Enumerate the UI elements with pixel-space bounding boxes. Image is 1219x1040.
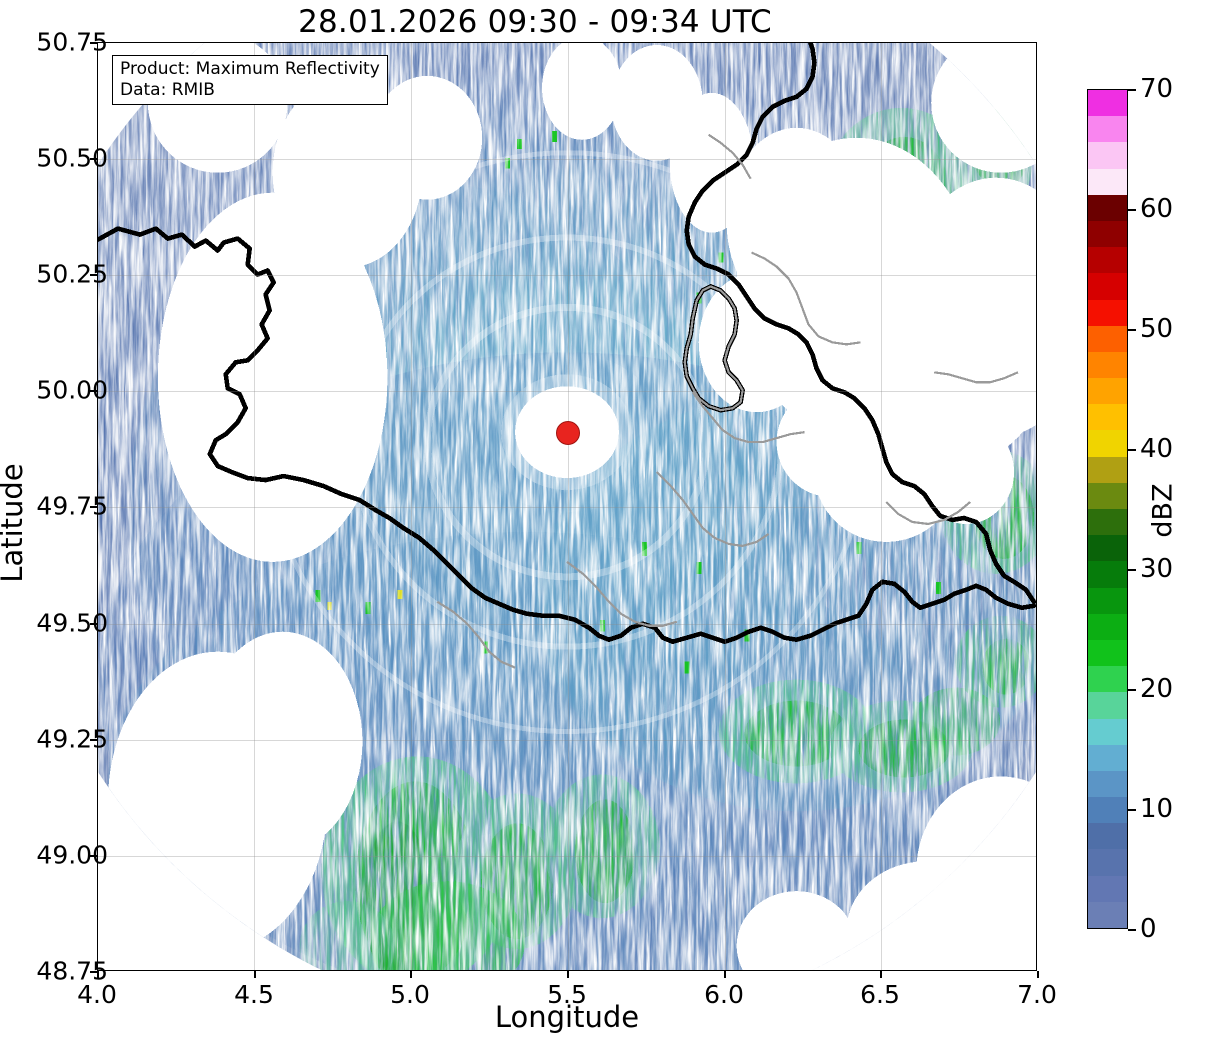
colorbar-segment <box>1088 325 1127 352</box>
gridline-x-65 <box>881 43 882 970</box>
gridline-x-50 <box>411 43 412 970</box>
colorbar-segment <box>1088 430 1127 457</box>
x-tick-label: 5.5 <box>547 980 587 1009</box>
data-source-label: Data: RMIB <box>120 79 215 100</box>
colorbar-segment <box>1088 456 1127 483</box>
colorbar-tick-label: 60 <box>1140 194 1174 224</box>
radar-site-marker[interactable] <box>556 421 580 445</box>
x-tick-label: 6.5 <box>860 980 900 1009</box>
colorbar-segment <box>1088 587 1127 614</box>
radar-plot-area[interactable]: Product: Maximum Reflectivity Data: RMIB <box>97 42 1037 971</box>
colorbar-segment <box>1088 901 1127 928</box>
colorbar-segment <box>1088 378 1127 405</box>
colorbar-tick-label: 0 <box>1140 914 1157 944</box>
colorbar-tick-label: 50 <box>1140 314 1174 344</box>
x-tick-label: 5.0 <box>390 980 430 1009</box>
y-axis-title: Latitude <box>0 463 29 583</box>
colorbar[interactable] <box>1087 89 1128 929</box>
colorbar-segment <box>1088 90 1127 117</box>
y-tick-label: 50.25 <box>36 259 108 289</box>
y-tick-label: 49.50 <box>36 608 108 638</box>
x-tick-label: 4.0 <box>77 980 117 1009</box>
regional-boundaries <box>436 133 1019 669</box>
colorbar-segment <box>1088 718 1127 745</box>
colorbar-segment <box>1088 561 1127 588</box>
gridline-y-4975 <box>98 507 1036 508</box>
gridline-y-5050 <box>98 159 1036 160</box>
gridline-x-45 <box>254 43 255 970</box>
x-axis-title: Longitude <box>494 1000 640 1034</box>
x-tick-label: 6.0 <box>704 980 744 1009</box>
y-tick-label: 50.75 <box>36 27 108 57</box>
colorbar-tick-label: 70 <box>1140 74 1174 104</box>
reflectivity-field <box>98 43 1036 970</box>
colorbar-tick-label: 30 <box>1140 554 1174 584</box>
colorbar-segment <box>1088 823 1127 850</box>
colorbar-segment <box>1088 509 1127 536</box>
colorbar-segment <box>1088 194 1127 221</box>
colorbar-segment <box>1088 666 1127 693</box>
gridline-y-4900 <box>98 856 1036 857</box>
gridline-y-5000 <box>98 391 1036 392</box>
x-tick-label: 4.5 <box>234 980 274 1009</box>
colorbar-segment <box>1088 639 1127 667</box>
colorbar-tick-label: 20 <box>1140 674 1174 704</box>
colorbar-segment <box>1088 351 1127 379</box>
colorbar-segment <box>1088 404 1127 431</box>
colorbar-segment <box>1088 273 1127 300</box>
colorbar-segment <box>1088 797 1127 824</box>
colorbar-segment <box>1088 613 1127 640</box>
colorbar-segment <box>1088 692 1127 719</box>
y-tick-label: 49.00 <box>36 840 108 870</box>
colorbar-segment <box>1088 875 1127 902</box>
y-tick-label: 49.75 <box>36 491 108 521</box>
colorbar-segment <box>1088 220 1127 248</box>
colorbar-segment <box>1088 116 1127 143</box>
product-info-box: Product: Maximum Reflectivity Data: RMIB <box>112 55 388 106</box>
colorbar-segment <box>1088 744 1127 771</box>
colorbar-tick-label: 10 <box>1140 794 1174 824</box>
colorbar-segment <box>1088 247 1127 274</box>
y-tick-label: 50.00 <box>36 375 108 405</box>
colorbar-tick-label: 40 <box>1140 434 1174 464</box>
colorbar-segment <box>1088 535 1127 562</box>
gridline-x-60 <box>725 43 726 970</box>
colorbar-segment <box>1088 168 1127 195</box>
colorbar-segment <box>1088 849 1127 876</box>
gridline-x-55 <box>568 43 569 970</box>
y-tick-label: 48.75 <box>36 956 108 986</box>
y-tick-label: 49.25 <box>36 724 108 754</box>
gridline-y-4950 <box>98 624 1036 625</box>
colorbar-segment <box>1088 482 1127 509</box>
x-tick-label: 7.0 <box>1017 980 1057 1009</box>
colorbar-segment <box>1088 299 1127 326</box>
y-tick-label: 50.50 <box>36 143 108 173</box>
product-label: Product: Maximum Reflectivity <box>120 59 380 79</box>
colorbar-segment <box>1088 770 1127 798</box>
colorbar-segment <box>1088 142 1127 169</box>
gridline-y-5025 <box>98 275 1036 276</box>
gridline-y-4925 <box>98 740 1036 741</box>
colorbar-title: dBZ <box>1147 483 1179 538</box>
page-title: 28.01.2026 09:30 - 09:34 UTC <box>298 4 772 40</box>
